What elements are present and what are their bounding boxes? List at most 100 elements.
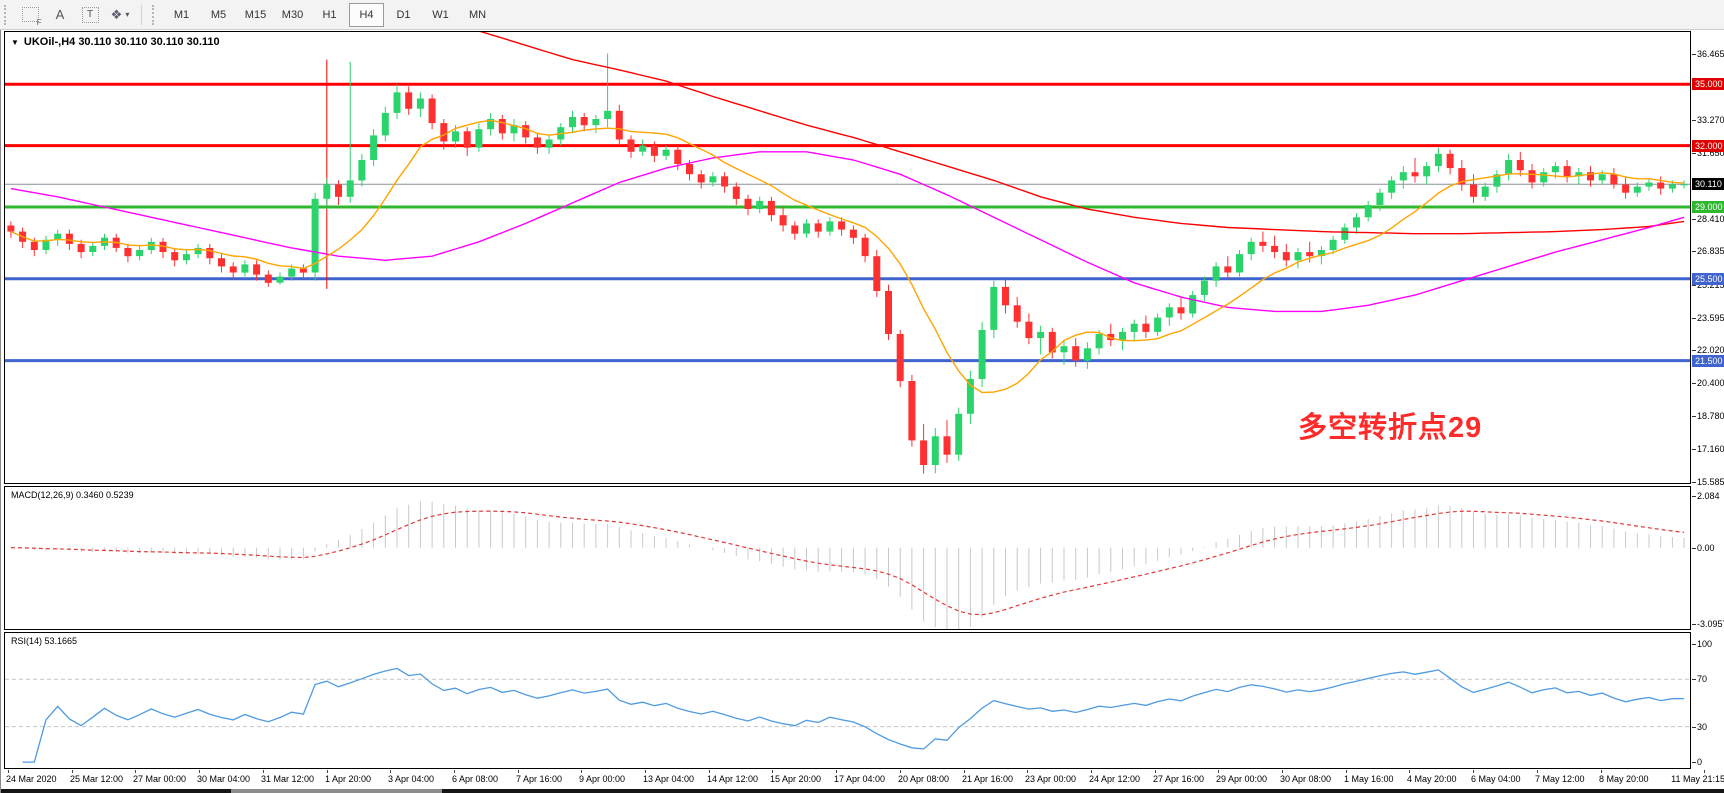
text-label-tool-button[interactable]: A [48, 3, 72, 27]
symbol-dropdown-icon[interactable]: ▼ [11, 37, 19, 47]
macd-tick-mark [1692, 496, 1696, 497]
price-tick-mark [1692, 416, 1696, 417]
time-axis-label: 15 Apr 20:00 [770, 774, 822, 784]
price-tick-mark [1692, 120, 1696, 121]
frame-tool-button[interactable]: F [18, 3, 42, 27]
rsi-chart[interactable] [5, 633, 1690, 768]
price-pane[interactable]: ▼ UKOil-,H4 30.110 30.110 30.110 30.110 … [4, 31, 1691, 484]
time-tick-mark [1091, 770, 1092, 773]
time-axis-label: 6 Apr 08:00 [452, 774, 499, 784]
macd-tick-mark [1692, 624, 1696, 625]
frame-icon-letter: F [36, 18, 42, 27]
tf-button-H4[interactable]: H4 [349, 2, 384, 27]
price-level-badge: 25.500 [1692, 273, 1724, 285]
time-tick-mark [327, 770, 328, 773]
time-tick-mark [645, 770, 646, 773]
toolbar-grip[interactable] [4, 4, 11, 25]
rsi-pane[interactable]: RSI(14) 53.1665 [4, 632, 1691, 769]
price-tick-mark [1692, 482, 1696, 483]
rsi-tick-mark [1692, 679, 1696, 680]
bottom-scrollbar[interactable] [1, 789, 1724, 793]
rsi-tick-mark [1692, 727, 1696, 728]
time-tick-mark [581, 770, 582, 773]
rsi-tick-label: 30 [1697, 722, 1708, 732]
rsi-tick-label: 70 [1697, 674, 1708, 684]
price-chart[interactable] [5, 32, 1690, 483]
macd-chart[interactable] [5, 487, 1690, 629]
time-tick-mark [772, 770, 773, 773]
time-axis-label: 13 Apr 04:00 [643, 774, 695, 784]
tf-button-M5[interactable]: M5 [210, 8, 227, 21]
scrollbar-thumb[interactable] [231, 789, 442, 793]
price-tick-mark [1692, 219, 1696, 220]
rsi-tick-mark [1692, 644, 1696, 645]
price-tick-label: 28.410 [1697, 214, 1724, 224]
price-tick-mark [1692, 350, 1696, 351]
rsi-tick-mark [1692, 762, 1696, 763]
text-label-icon: A [55, 7, 65, 22]
time-axis-label: 27 Mar 00:00 [133, 774, 187, 784]
rsi-tick-label: 100 [1697, 639, 1713, 649]
time-axis-label: 3 Apr 04:00 [388, 774, 435, 784]
time-tick-mark [72, 770, 73, 773]
time-axis-label: 24 Apr 12:00 [1089, 774, 1141, 784]
price-level-badge: 32.000 [1692, 140, 1724, 152]
time-tick-mark [1027, 770, 1028, 773]
price-level-badge: 30.110 [1692, 178, 1724, 190]
tf-button-M30[interactable]: M30 [281, 8, 304, 21]
price-tick-label: 18.780 [1697, 411, 1724, 421]
time-axis-label: 30 Mar 04:00 [197, 774, 251, 784]
chevron-down-icon: ▾ [125, 10, 130, 19]
time-axis-label: 7 May 12:00 [1535, 774, 1585, 784]
tf-button-M15[interactable]: M15 [244, 8, 267, 21]
time-tick-mark [964, 770, 965, 773]
tf-button-MN[interactable]: MN [468, 8, 487, 21]
time-tick-mark [1346, 770, 1347, 773]
price-tick-mark [1692, 285, 1696, 286]
time-tick-mark [1155, 770, 1156, 773]
rsi-tick-label: 0 [1697, 757, 1703, 767]
time-axis-label: 27 Apr 16:00 [1153, 774, 1205, 784]
time-axis[interactable]: 24 Mar 2020 25 Mar 12:00 27 Mar 00:00 30 Ma… [4, 770, 1724, 788]
time-tick-mark [135, 770, 136, 773]
price-tick-label: 31.650 [1697, 148, 1724, 158]
frame-icon: F [21, 7, 42, 27]
price-tick-mark [1692, 449, 1696, 450]
macd-pane[interactable]: MACD(12,26,9) 0.3460 0.5239 [4, 486, 1691, 630]
shapes-tool-button[interactable]: ❖ ▾ [108, 3, 132, 27]
time-axis-label: 4 May 20:00 [1407, 774, 1457, 784]
tf-button-M1[interactable]: M1 [173, 8, 190, 21]
time-axis-label: 17 Apr 04:00 [834, 774, 886, 784]
symbol-title[interactable]: ▼ UKOil-,H4 30.110 30.110 30.110 30.110 [11, 36, 220, 48]
shapes-icon: ❖ [110, 6, 123, 22]
price-level-badge: 35.000 [1692, 78, 1724, 90]
time-tick-mark [263, 770, 264, 773]
time-tick-mark [836, 770, 837, 773]
time-tick-mark [390, 770, 391, 773]
time-axis-label: 9 Apr 00:00 [579, 774, 626, 784]
price-tick-mark [1692, 153, 1696, 154]
time-axis-label: 29 Apr 00:00 [1216, 774, 1268, 784]
time-tick-mark [709, 770, 710, 773]
time-axis-label: 1 May 16:00 [1344, 774, 1394, 784]
time-axis-label: 14 Apr 12:00 [707, 774, 759, 784]
time-axis-label: 24 Mar 2020 [6, 774, 57, 784]
chart-annotation[interactable]: 多空转折点29 [1298, 412, 1483, 444]
toolbar-grip-2[interactable] [152, 4, 159, 25]
time-tick-mark [1473, 770, 1474, 773]
tf-button-W1[interactable]: W1 [432, 8, 449, 21]
tf-button-D1[interactable]: D1 [396, 8, 411, 21]
tf-button-H1[interactable]: H1 [322, 8, 337, 21]
price-level-badge: 29.000 [1692, 201, 1724, 213]
price-tick-label: 15.585 [1697, 477, 1724, 487]
macd-label: MACD(12,26,9) 0.3460 0.5239 [11, 490, 134, 500]
price-tick-label: 23.595 [1697, 313, 1724, 323]
rsi-label: RSI(14) 53.1665 [11, 636, 78, 646]
price-axis[interactable]: 36.46534.84533.27031.65028.41026.83525.2… [1692, 31, 1724, 771]
time-tick-mark [1537, 770, 1538, 773]
time-axis-label: 1 Apr 20:00 [325, 774, 372, 784]
time-axis-label: 20 Apr 08:00 [898, 774, 950, 784]
textbox-tool-button[interactable]: T [78, 3, 102, 27]
time-tick-mark [1282, 770, 1283, 773]
